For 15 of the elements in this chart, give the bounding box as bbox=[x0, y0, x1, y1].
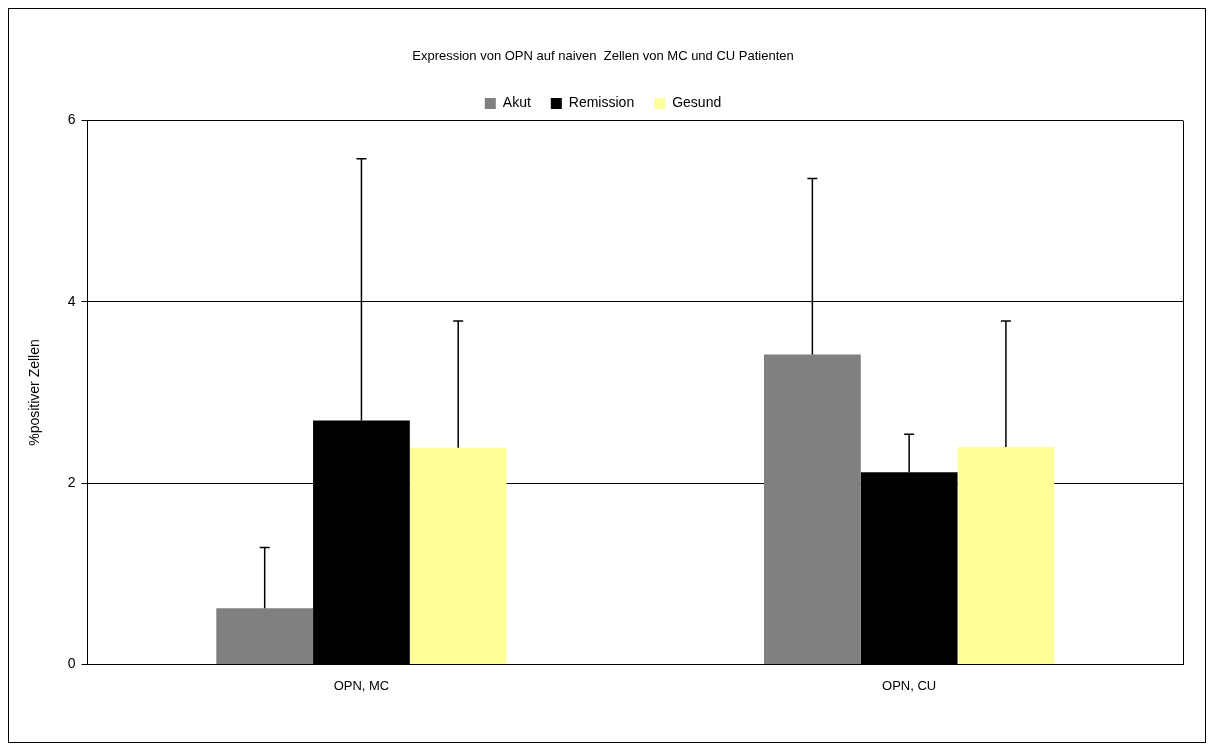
y-tick-label: 6 bbox=[67, 111, 76, 128]
y-tick-label: 4 bbox=[67, 292, 76, 309]
x-tick-label: OPN, CU bbox=[882, 677, 937, 693]
legend-label: Gesund bbox=[672, 94, 722, 111]
bar bbox=[764, 354, 861, 664]
y-axis-title: %positiver Zellen bbox=[26, 339, 43, 446]
bar bbox=[409, 447, 507, 664]
y-tick-label: 2 bbox=[67, 473, 76, 490]
x-tick-label: OPN, MC bbox=[333, 677, 390, 693]
y-tick-label: 0 bbox=[67, 655, 76, 672]
bar bbox=[957, 446, 1055, 664]
bar bbox=[216, 608, 314, 664]
legend-label: Akut bbox=[502, 94, 531, 111]
legend-label: Remission bbox=[568, 94, 635, 111]
chart-title: Expression von OPN auf naiven Zellen von MC und CU Patienten bbox=[412, 48, 794, 64]
